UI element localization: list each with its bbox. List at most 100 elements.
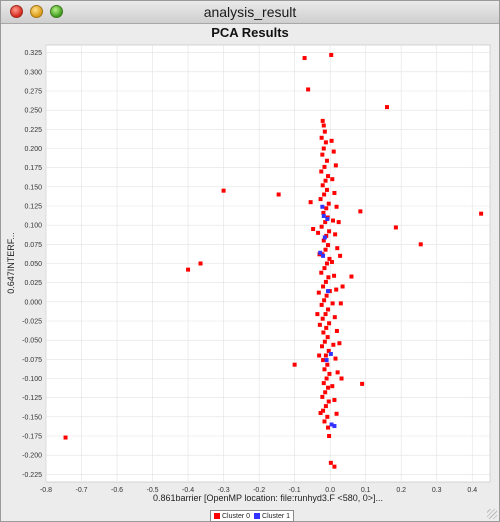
point-cluster-0 xyxy=(393,225,398,230)
y-tick-label: -0.075 xyxy=(22,357,42,364)
y-tick-label: -0.200 xyxy=(22,453,42,460)
point-cluster-0 xyxy=(324,187,329,192)
point-cluster-0 xyxy=(321,146,326,151)
legend-label-cluster-0: Cluster 0 xyxy=(222,512,251,520)
point-cluster-1 xyxy=(320,204,325,209)
point-cluster-0 xyxy=(322,339,327,344)
x-tick-label: -0.1 xyxy=(289,487,301,494)
resize-grip[interactable] xyxy=(487,509,497,519)
point-cluster-0 xyxy=(331,342,336,347)
y-tick-label: 0.025 xyxy=(24,280,42,287)
point-cluster-0 xyxy=(311,227,316,231)
point-cluster-0 xyxy=(326,307,331,312)
point-cluster-0 xyxy=(198,261,203,266)
point-cluster-0 xyxy=(319,270,324,275)
point-cluster-1 xyxy=(321,253,326,258)
point-cluster-0 xyxy=(332,315,337,320)
point-cluster-0 xyxy=(326,275,331,280)
point-cluster-0 xyxy=(333,163,338,168)
x-tick-label: 0.4 xyxy=(467,487,477,494)
y-tick-label: 0.275 xyxy=(24,89,42,96)
point-cluster-0 xyxy=(384,105,389,110)
point-cluster-0 xyxy=(323,178,328,183)
title-bar[interactable]: analysis_result xyxy=(1,1,499,24)
y-tick-label: 0.075 xyxy=(24,242,42,249)
y-axis-label: 0.647INTERF... xyxy=(6,232,16,294)
legend-item-cluster-0: Cluster 0 xyxy=(214,513,250,520)
x-tick-label: -0.3 xyxy=(218,487,230,494)
point-cluster-0 xyxy=(186,267,191,272)
point-cluster-0 xyxy=(479,211,484,216)
point-cluster-0 xyxy=(320,316,325,321)
point-cluster-0 xyxy=(319,302,324,307)
point-cluster-0 xyxy=(323,140,328,145)
close-window-button[interactable] xyxy=(10,5,23,18)
legend-swatch-cluster-0 xyxy=(214,513,220,519)
y-tick-label: 0.175 xyxy=(24,165,42,172)
point-cluster-1 xyxy=(328,351,333,356)
point-cluster-0 xyxy=(321,381,326,386)
point-cluster-0 xyxy=(418,242,423,247)
x-tick-label: 0.1 xyxy=(361,487,371,494)
data-points xyxy=(63,52,484,469)
chart-legend: Cluster 0 Cluster 1 xyxy=(210,510,295,522)
point-cluster-0 xyxy=(320,183,325,188)
x-tick-label: 0.0 xyxy=(325,487,335,494)
point-cluster-0 xyxy=(321,358,326,363)
point-cluster-1 xyxy=(332,424,337,429)
point-cluster-0 xyxy=(323,220,328,225)
x-tick-label: 0.2 xyxy=(396,487,406,494)
point-cluster-0 xyxy=(321,408,326,413)
point-cluster-0 xyxy=(322,419,327,424)
y-tick-label: -0.150 xyxy=(22,414,42,421)
point-cluster-0 xyxy=(292,362,297,367)
point-cluster-0 xyxy=(327,434,332,438)
point-cluster-0 xyxy=(334,328,339,333)
point-cluster-0 xyxy=(325,335,330,340)
point-cluster-0 xyxy=(334,411,339,416)
point-cluster-0 xyxy=(326,174,331,179)
point-cluster-0 xyxy=(319,169,324,174)
x-tick-label: -0.6 xyxy=(111,487,123,494)
point-cluster-1 xyxy=(324,358,329,363)
point-cluster-0 xyxy=(316,290,321,295)
y-tick-label: -0.175 xyxy=(22,434,42,441)
minimize-window-button[interactable] xyxy=(30,5,43,18)
y-tick-label: 0.200 xyxy=(24,146,42,153)
y-tick-label: -0.025 xyxy=(22,319,42,326)
point-cluster-0 xyxy=(308,200,313,205)
point-cluster-0 xyxy=(333,232,338,237)
legend-label-cluster-1: Cluster 1 xyxy=(262,512,291,520)
point-cluster-0 xyxy=(302,56,307,61)
point-cluster-0 xyxy=(326,425,331,430)
point-cluster-0 xyxy=(327,321,332,326)
point-cluster-0 xyxy=(321,210,326,215)
point-cluster-0 xyxy=(338,301,343,306)
point-cluster-0 xyxy=(321,123,326,128)
point-cluster-0 xyxy=(325,362,330,367)
point-cluster-0 xyxy=(330,177,335,182)
x-axis-label: 0.861barrier [OpenMP location: file:runh… xyxy=(153,493,383,503)
y-tick-label: -0.225 xyxy=(22,472,42,479)
point-cluster-0 xyxy=(335,246,340,251)
point-cluster-0 xyxy=(321,284,326,289)
point-cluster-0 xyxy=(337,341,342,346)
point-cluster-1 xyxy=(326,289,331,294)
point-cluster-0 xyxy=(322,164,327,169)
point-cluster-0 xyxy=(318,411,323,415)
x-tick-label: -0.8 xyxy=(40,487,52,494)
point-cluster-0 xyxy=(317,353,322,358)
point-cluster-0 xyxy=(349,274,354,279)
x-tick-label: -0.5 xyxy=(147,487,159,494)
point-cluster-0 xyxy=(324,325,329,330)
point-cluster-0 xyxy=(329,259,334,264)
point-cluster-0 xyxy=(340,284,345,289)
point-cluster-1 xyxy=(322,235,327,240)
point-cluster-0 xyxy=(324,293,329,298)
point-cluster-0 xyxy=(333,356,338,361)
point-cluster-0 xyxy=(323,279,328,284)
zoom-window-button[interactable] xyxy=(50,5,63,18)
y-tick-label: -0.125 xyxy=(22,395,42,402)
x-tick-label: 0.3 xyxy=(432,487,442,494)
y-axis-ticks: 0.325 0.300 0.275 0.250 0.225 0.200 0.175 0.150… xyxy=(22,50,42,479)
